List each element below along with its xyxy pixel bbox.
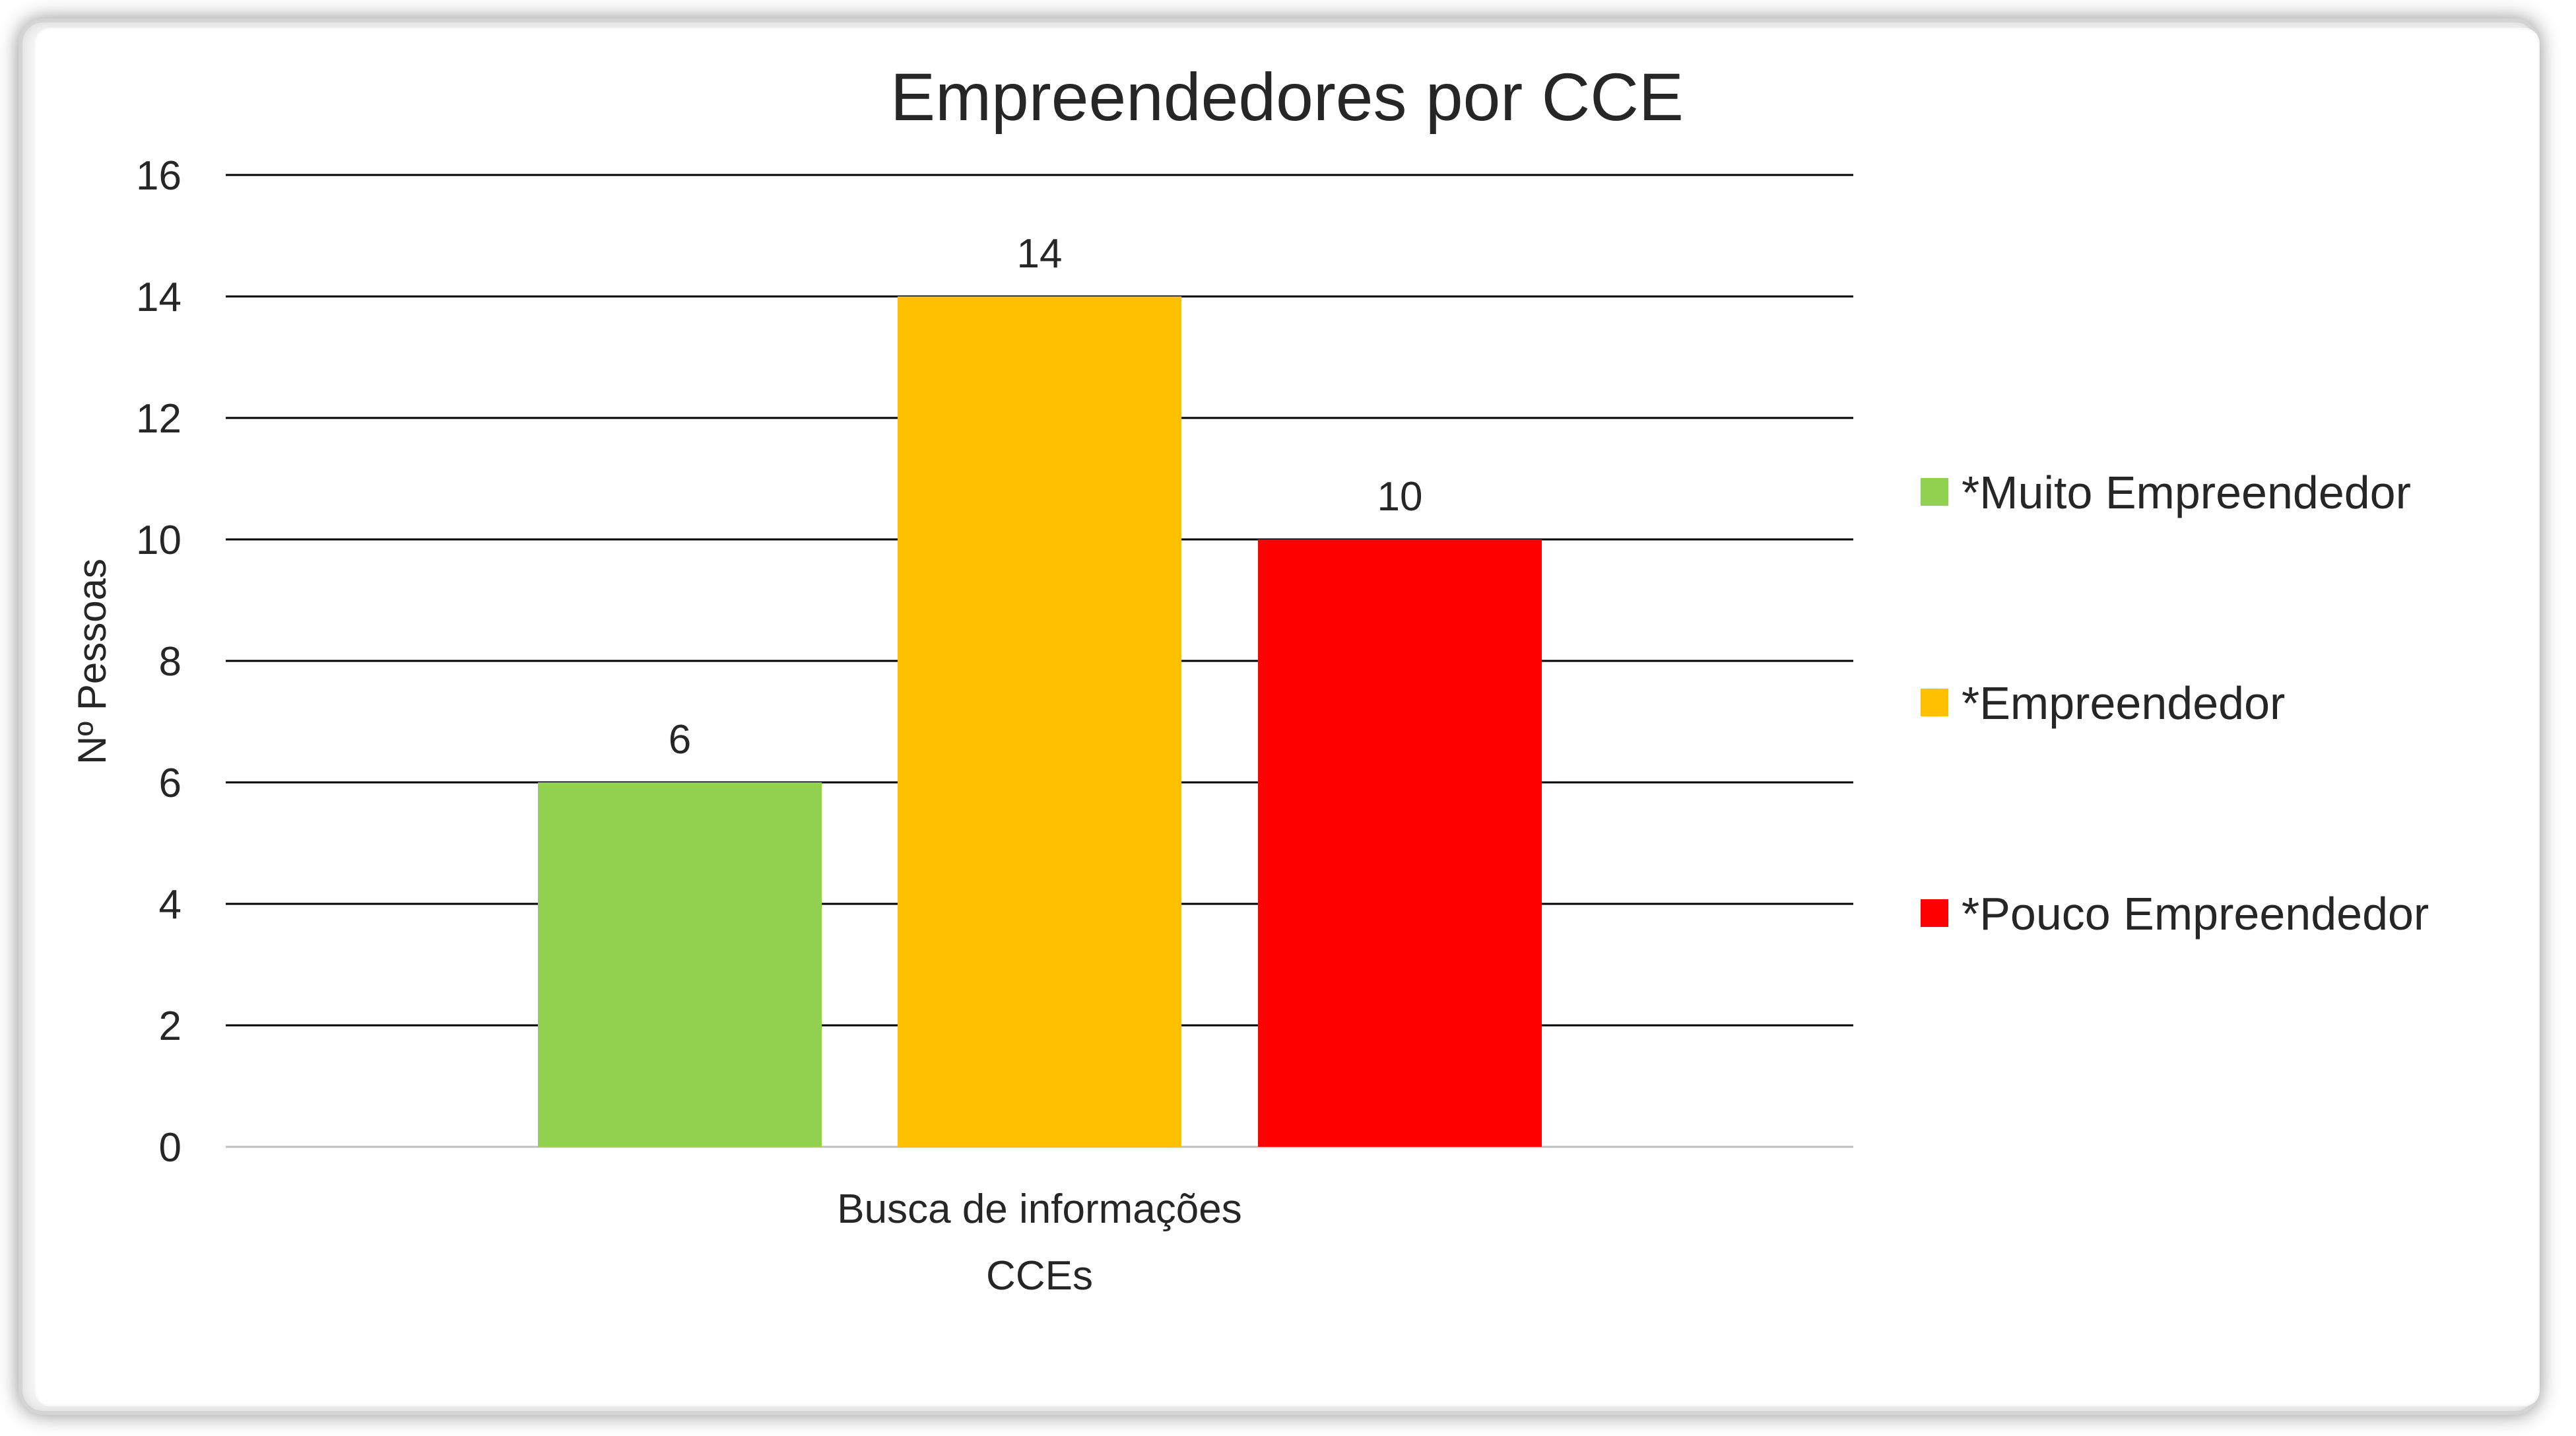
y-tick-label: 14	[136, 275, 182, 320]
y-tick-label: 2	[159, 1004, 182, 1049]
legend-label: *Pouco Empreendedor	[1962, 888, 2429, 940]
bar-pouco-empreendedor	[1258, 539, 1542, 1147]
bars	[538, 296, 1542, 1147]
data-label: 10	[1377, 474, 1423, 520]
bar-empreendedor	[898, 296, 1181, 1147]
x-axis-title: CCEs	[986, 1253, 1093, 1299]
y-tick-label: 4	[159, 882, 182, 928]
y-tick-label: 16	[136, 153, 182, 199]
y-axis-title: Nº Pessoas	[70, 559, 114, 765]
y-tick-labels: 0 2 4 6 8 10 12 14 16	[136, 153, 182, 1171]
x-category-label: Busca de informações	[837, 1186, 1241, 1232]
legend-swatch	[1921, 899, 1948, 927]
y-tick-label: 0	[159, 1125, 182, 1171]
y-tick-label: 10	[136, 518, 182, 563]
data-label: 6	[669, 717, 691, 763]
bar-muito-empreendedor	[538, 782, 822, 1147]
y-tick-label: 12	[136, 396, 182, 442]
legend-swatch	[1921, 478, 1948, 506]
chart-title: Empreendedores por CCE	[890, 59, 1684, 135]
legend-label: *Muito Empreendedor	[1962, 467, 2411, 518]
y-tick-label: 8	[159, 639, 182, 685]
legend: *Muito Empreendedor *Empreendedor *Pouco E…	[1921, 467, 2429, 940]
legend-label: *Empreendedor	[1962, 677, 2285, 729]
data-label: 14	[1017, 231, 1063, 277]
y-tick-label: 6	[159, 761, 182, 806]
legend-swatch	[1921, 689, 1948, 716]
data-labels: 6 14 10	[669, 231, 1423, 763]
